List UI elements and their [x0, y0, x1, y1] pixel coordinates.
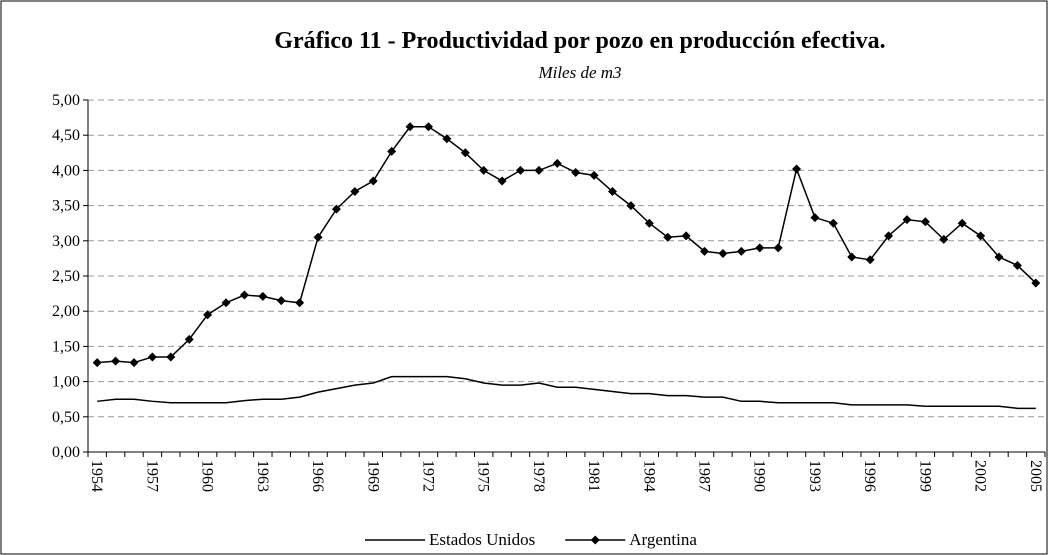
marker: [166, 352, 176, 362]
legend-label: Argentina: [629, 530, 697, 549]
series-line: [97, 126, 1037, 364]
marker: [423, 122, 433, 132]
marker: [460, 148, 470, 158]
marker: [700, 246, 710, 256]
y-tick-label: 4,50: [52, 127, 80, 144]
marker: [534, 165, 544, 175]
marker: [497, 176, 507, 186]
y-tick-label: 3,00: [52, 233, 80, 250]
x-tick-label: 1960: [199, 460, 216, 492]
legend-label: Estados Unidos: [429, 530, 535, 549]
marker: [387, 146, 397, 156]
x-tick-label: 1969: [364, 460, 381, 492]
x-tick-label: 1981: [585, 460, 602, 492]
y-tick-label: 5,00: [52, 92, 80, 109]
marker: [258, 291, 268, 301]
x-tick-label: 1996: [861, 460, 878, 492]
marker: [755, 243, 765, 253]
marker: [681, 231, 691, 241]
x-tick-label: 1975: [475, 460, 492, 492]
marker: [626, 201, 636, 211]
marker: [203, 310, 213, 320]
marker: [718, 248, 728, 258]
y-tick-label: 1,00: [52, 374, 80, 391]
x-tick-label: 2002: [972, 460, 989, 492]
marker: [368, 176, 378, 186]
marker: [571, 168, 581, 178]
marker: [663, 232, 673, 242]
y-tick-label: 1,50: [52, 338, 80, 355]
marker: [828, 218, 838, 228]
marker: [736, 246, 746, 256]
marker: [239, 290, 249, 300]
marker: [276, 296, 286, 306]
legend-marker: [590, 535, 600, 545]
x-tick-label: 1993: [806, 460, 823, 492]
marker: [976, 231, 986, 241]
marker: [552, 158, 562, 168]
x-tick-label: 1978: [530, 460, 547, 492]
marker: [1012, 260, 1022, 270]
marker: [442, 134, 452, 144]
series-line: [97, 375, 1036, 410]
x-tick-label: 1999: [916, 460, 933, 492]
y-tick-label: 2,50: [52, 268, 80, 285]
x-tick-label: 1990: [751, 460, 768, 492]
marker: [939, 234, 949, 244]
marker: [295, 298, 305, 308]
x-tick-label: 1963: [254, 460, 271, 492]
marker: [608, 187, 618, 197]
y-tick-label: 0,50: [52, 409, 80, 426]
marker: [221, 298, 231, 308]
marker: [865, 255, 875, 265]
marker: [313, 232, 323, 242]
marker: [792, 164, 802, 174]
chart-subtitle: Miles de m3: [537, 63, 621, 82]
marker: [515, 165, 525, 175]
marker: [920, 217, 930, 227]
marker: [773, 243, 783, 253]
x-tick-label: 1984: [640, 460, 657, 492]
marker: [147, 352, 157, 362]
marker: [129, 358, 139, 368]
marker: [479, 165, 489, 175]
marker: [184, 334, 194, 344]
marker: [589, 170, 599, 180]
x-tick-label: 1972: [419, 460, 436, 492]
marker: [331, 204, 341, 214]
marker: [111, 356, 121, 366]
x-tick-label: 1957: [143, 460, 160, 492]
marker: [884, 231, 894, 241]
y-tick-label: 2,00: [52, 303, 80, 320]
marker: [994, 252, 1004, 262]
y-tick-label: 4,00: [52, 162, 80, 179]
marker: [350, 187, 360, 197]
marker: [405, 122, 415, 132]
x-tick-label: 2005: [1027, 460, 1044, 492]
x-tick-label: 1966: [309, 460, 326, 492]
y-tick-label: 0,00: [52, 444, 80, 461]
marker: [902, 215, 912, 225]
marker: [1031, 278, 1041, 288]
x-tick-label: 1987: [696, 460, 713, 492]
marker: [810, 213, 820, 223]
x-tick-label: 1954: [88, 460, 105, 492]
marker: [644, 218, 654, 228]
marker: [847, 252, 857, 262]
marker: [957, 218, 967, 228]
marker: [92, 358, 102, 368]
y-tick-label: 3,50: [52, 198, 80, 215]
chart-title: Gráfico 11 - Productividad por pozo en p…: [274, 28, 885, 54]
